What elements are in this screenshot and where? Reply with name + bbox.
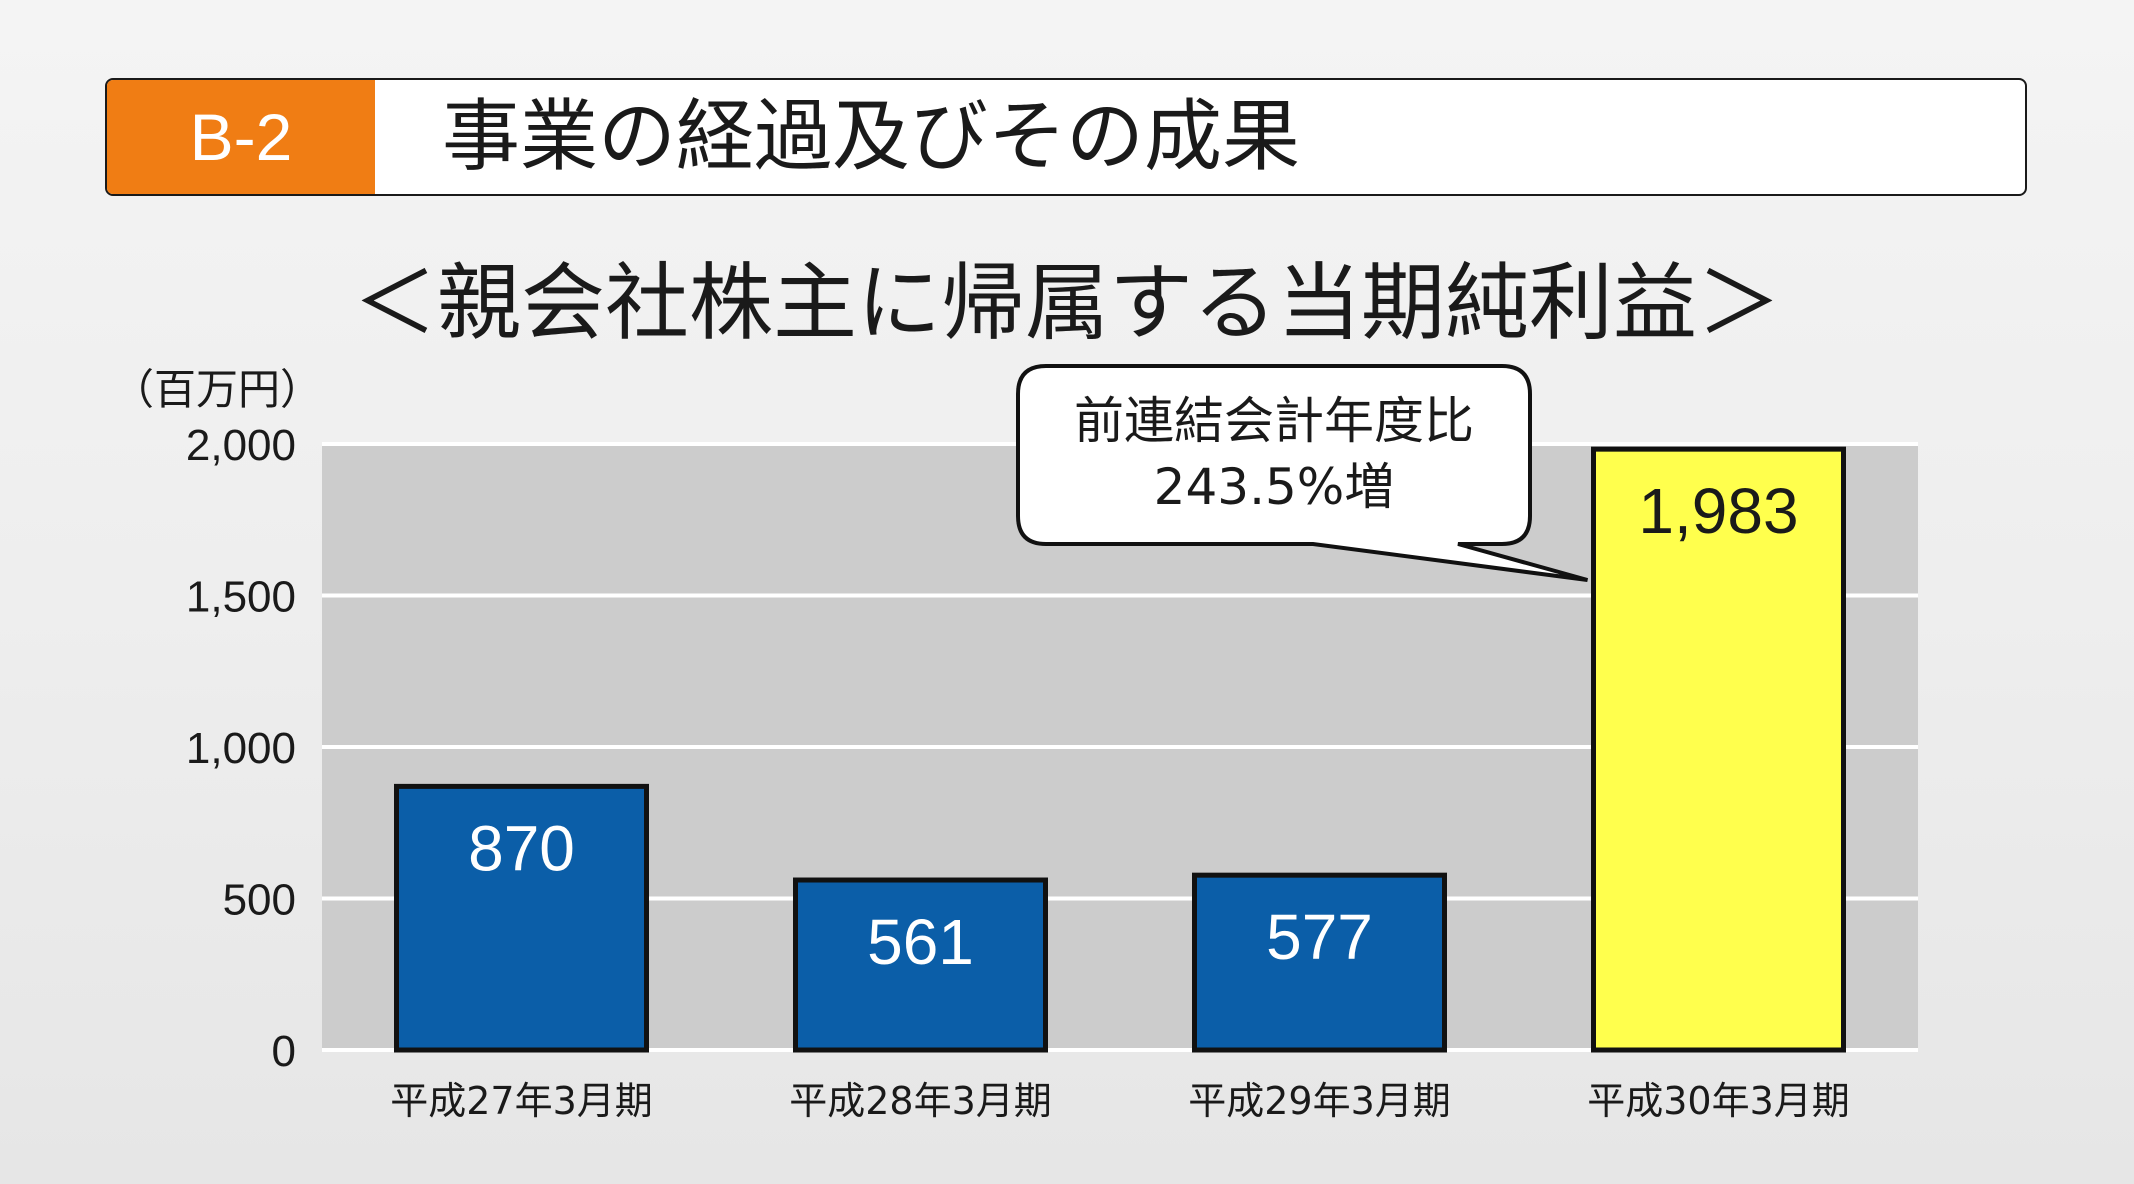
bar-value-label: 577 <box>1266 901 1373 973</box>
bar <box>394 783 649 1053</box>
y-tick-label: 1,000 <box>186 724 296 773</box>
section-code-badge: B-2 <box>107 80 375 194</box>
bar <box>1591 446 1846 1053</box>
x-category-label: 平成28年3月期 <box>789 1079 1052 1123</box>
growth-callout-bubble <box>1016 364 1589 582</box>
chart-title: ＜親会社株主に帰属する当期純利益＞ <box>352 254 1781 352</box>
bar-value-label: 1,983 <box>1638 475 1798 547</box>
bar <box>1192 872 1447 1053</box>
growth-callout-text: 前連結会計年度比 243.5%増 <box>1018 388 1530 520</box>
section-header: B-2 事業の経過及びその成果 <box>105 78 2027 196</box>
section-title: 事業の経過及びその成果 <box>442 92 1301 182</box>
y-axis-unit-label: （百万円） <box>112 365 323 414</box>
y-tick-label: 1,500 <box>186 573 296 622</box>
y-tick-label: 500 <box>223 876 296 925</box>
x-category-label: 平成30年3月期 <box>1587 1079 1850 1123</box>
y-tick-label: 2,000 <box>186 421 296 470</box>
bar-value-label: 870 <box>468 812 575 884</box>
bar <box>793 877 1048 1053</box>
callout-line-2: 243.5%増 <box>1153 458 1395 516</box>
x-category-label: 平成29年3月期 <box>1188 1079 1451 1123</box>
x-category-label: 平成27年3月期 <box>390 1079 653 1123</box>
bar-value-label: 561 <box>867 906 974 978</box>
callout-line-1: 前連結会計年度比 <box>1074 392 1474 450</box>
y-tick-label: 0 <box>272 1027 296 1076</box>
